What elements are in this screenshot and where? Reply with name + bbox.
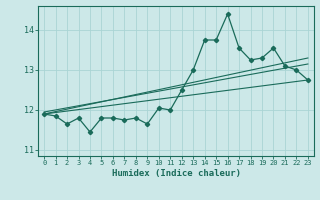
- X-axis label: Humidex (Indice chaleur): Humidex (Indice chaleur): [111, 169, 241, 178]
